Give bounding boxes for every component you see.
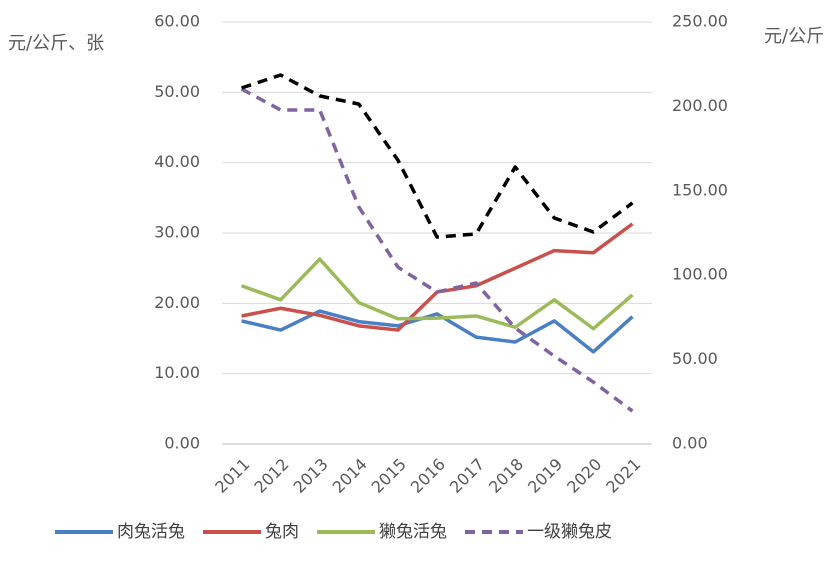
- x-tick-label: 2012: [250, 455, 292, 497]
- y2-tick-label: 50.00: [672, 349, 718, 368]
- x-tick-label: 2014: [329, 455, 371, 497]
- y-tick-label: 40.00: [154, 152, 200, 171]
- y-tick-label: 10.00: [154, 363, 200, 382]
- y2-axis-label: 元/公斤: [764, 26, 824, 47]
- y-tick-label: 20.00: [154, 293, 200, 312]
- x-tick-label: 2011: [211, 455, 253, 497]
- series-line: [241, 309, 634, 354]
- series-line: [240, 73, 634, 239]
- legend-label: 獭兔活兔: [379, 522, 447, 542]
- y-tick-label: 60.00: [154, 12, 200, 31]
- y-axis-label: 元/公斤、张: [8, 33, 104, 54]
- legend-label: 肉兔活兔: [117, 522, 185, 542]
- x-tick-label: 2018: [485, 455, 527, 497]
- x-tick-label: 2020: [563, 455, 605, 497]
- y2-tick-label: 200.00: [672, 96, 728, 115]
- y2-tick-label: 250.00: [672, 12, 728, 31]
- x-tick-label: 2015: [368, 455, 410, 497]
- legend-label: 兔肉: [265, 522, 299, 542]
- y2-tick-label: 100.00: [672, 265, 728, 284]
- x-tick-label: 2021: [602, 455, 644, 497]
- x-tick-label: 2017: [446, 455, 488, 497]
- series-line: [240, 87, 634, 413]
- series-line: [240, 257, 634, 331]
- legend-label: 一级獭兔皮: [527, 522, 612, 542]
- x-tick-label: 2019: [524, 455, 566, 497]
- y2-tick-label: 0.00: [672, 434, 708, 453]
- y-tick-label: 50.00: [154, 82, 200, 101]
- y-tick-label: 0.00: [164, 434, 200, 453]
- y-tick-label: 30.00: [154, 223, 200, 242]
- x-tick-label: 2016: [407, 455, 449, 497]
- y2-tick-label: 150.00: [672, 180, 728, 199]
- x-tick-label: 2013: [290, 455, 332, 497]
